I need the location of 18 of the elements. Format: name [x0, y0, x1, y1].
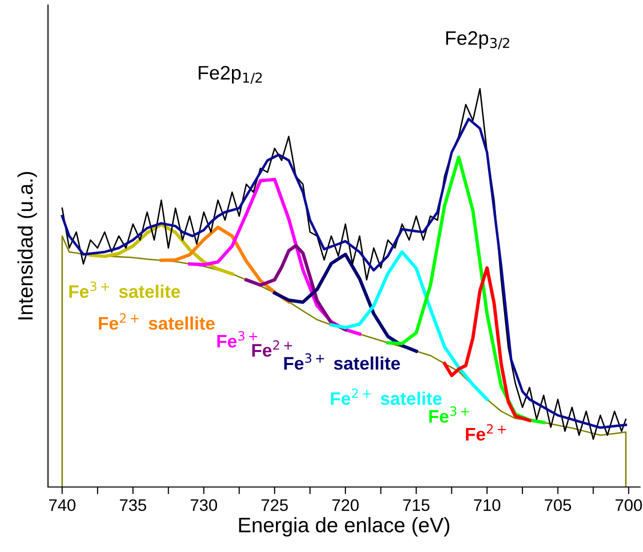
series-label: Fe$^{2+}$ — [466, 424, 506, 441]
text: Fe$^{2+}$ satellite — [98, 313, 215, 330]
x-tick-label: 720 — [332, 499, 359, 512]
x-tick-label: 730 — [190, 499, 218, 512]
x-tick-label: 710 — [474, 499, 500, 512]
x-tick-label: 705 — [544, 499, 572, 512]
x-tick-label: 740 — [49, 499, 76, 512]
y-axis-title: Intensidad (u.a.) — [17, 172, 37, 320]
series-label: Fe$^{2+}$ satelite — [331, 388, 442, 405]
x-axis-title: Energia de enlace (eV) — [239, 517, 450, 537]
x-tick-label: 715 — [403, 499, 430, 512]
x-tick-label: 735 — [120, 499, 146, 512]
x-tick-label: 725 — [262, 499, 288, 512]
x-tick-label: 700 — [616, 499, 642, 512]
text: Fe$^{3+}$ — [429, 406, 470, 423]
text: Fe2p$_{1/2}$ — [198, 66, 262, 84]
text: Fe2p$_{3/2}$ — [446, 31, 510, 50]
series-label: Fe$^{3+}$ satelite — [69, 281, 180, 298]
